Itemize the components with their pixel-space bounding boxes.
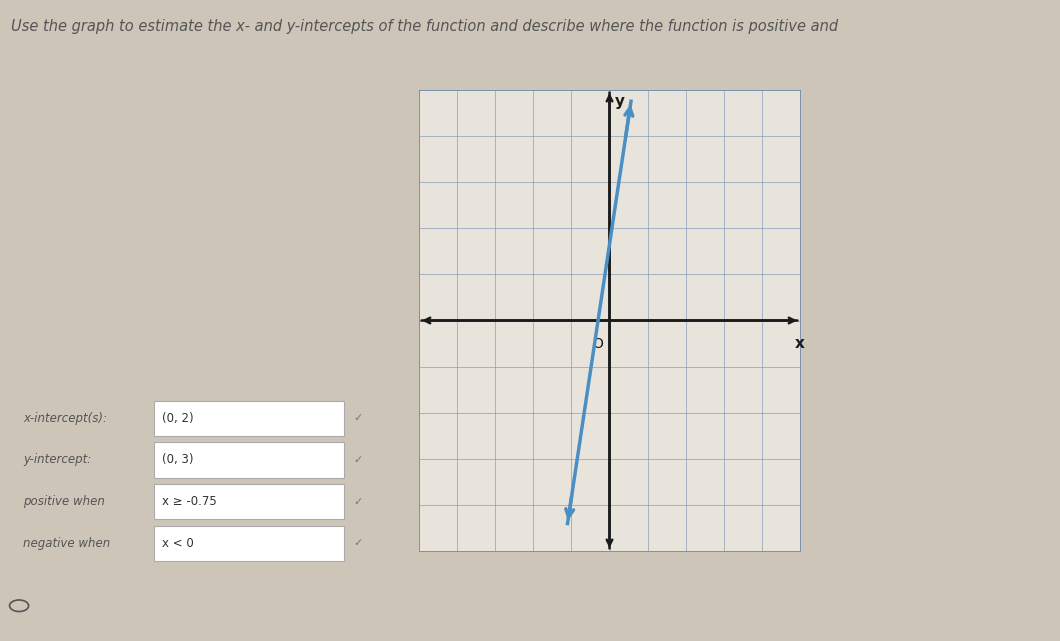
- Text: (0, 2): (0, 2): [162, 412, 194, 425]
- Text: ✓: ✓: [353, 497, 363, 506]
- Text: ✓: ✓: [353, 413, 363, 423]
- Text: x-intercept(s):: x-intercept(s):: [23, 412, 107, 425]
- Text: negative when: negative when: [23, 537, 110, 550]
- Text: y: y: [615, 94, 625, 109]
- Text: x ≥ -0.75: x ≥ -0.75: [162, 495, 217, 508]
- Text: y-intercept:: y-intercept:: [23, 453, 91, 467]
- Text: x < 0: x < 0: [162, 537, 194, 550]
- Text: x: x: [795, 336, 805, 351]
- Text: (0, 3): (0, 3): [162, 453, 194, 467]
- Text: O: O: [593, 337, 603, 351]
- Text: ✓: ✓: [353, 538, 363, 548]
- Text: Use the graph to estimate the x- and y-intercepts of the function and describe w: Use the graph to estimate the x- and y-i…: [11, 19, 837, 34]
- Text: positive when: positive when: [23, 495, 105, 508]
- Text: ✓: ✓: [353, 455, 363, 465]
